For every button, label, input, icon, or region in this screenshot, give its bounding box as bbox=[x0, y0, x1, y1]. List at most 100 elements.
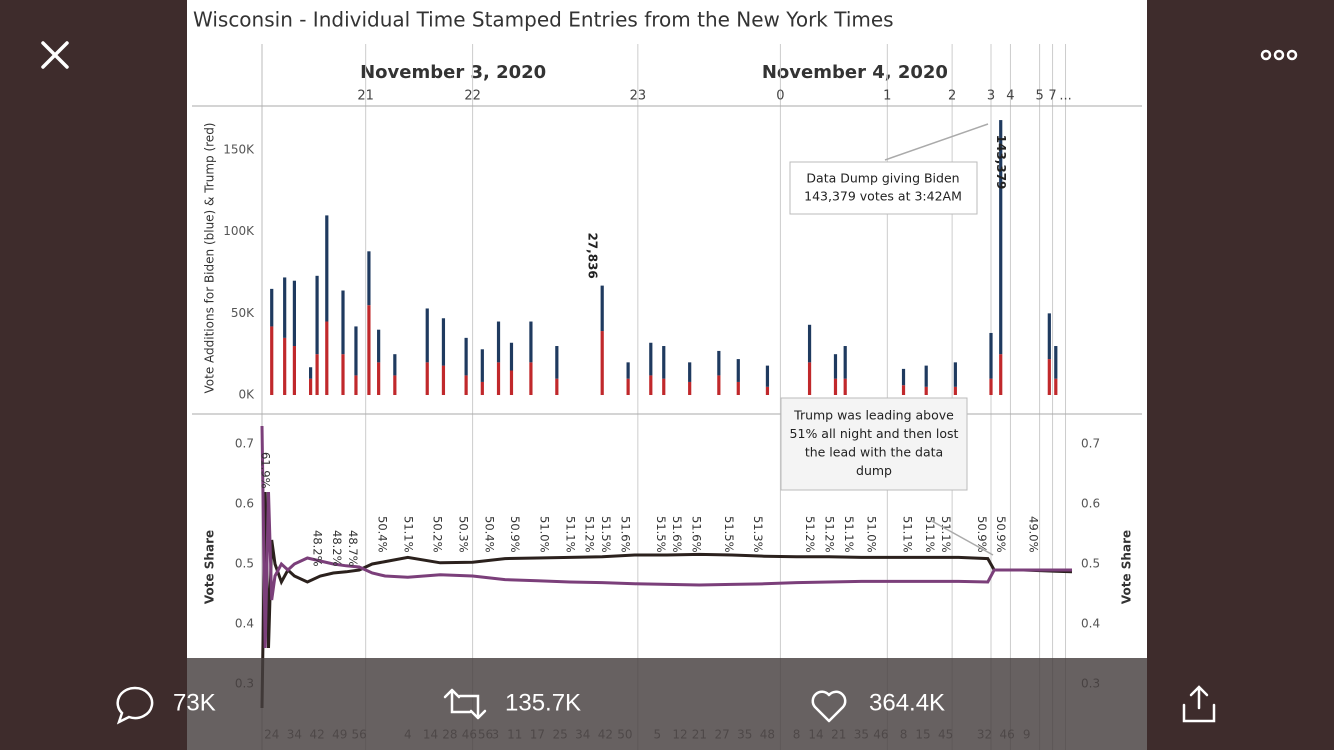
more-button[interactable] bbox=[1260, 49, 1298, 61]
y-tick-label: 0K bbox=[238, 388, 255, 402]
annotation-box bbox=[789, 161, 978, 215]
like-count: 364.4K bbox=[869, 689, 945, 716]
bar-segment bbox=[377, 329, 381, 363]
bar-segment bbox=[464, 375, 468, 396]
y-axis-label: Vote Share bbox=[203, 530, 217, 604]
bar-segment bbox=[354, 375, 358, 396]
share-line bbox=[260, 491, 1073, 709]
bar-segment bbox=[441, 318, 446, 366]
share-label: 50.4% bbox=[482, 516, 496, 553]
share-label: 48.7% bbox=[346, 530, 360, 567]
bar-segment bbox=[464, 337, 468, 376]
share-label: 51.1% bbox=[401, 516, 415, 553]
annotation-text: 143,379 votes at 3:42AM bbox=[804, 189, 962, 204]
share-label: 50.9% bbox=[994, 516, 1008, 553]
reply-button[interactable]: 73K bbox=[116, 686, 216, 725]
bar-segment bbox=[377, 362, 381, 396]
x-tick-label: 7 bbox=[1048, 89, 1056, 104]
share-label: 50.9% bbox=[508, 516, 522, 553]
bar-segment bbox=[292, 280, 296, 347]
y2-tick-label: 0.7 bbox=[1081, 437, 1100, 451]
bar-segment bbox=[367, 305, 371, 396]
bar-segment bbox=[509, 370, 514, 396]
x-tick-label: 23 bbox=[630, 89, 647, 104]
image bbox=[187, 0, 1147, 750]
share-label: 51.3% bbox=[751, 516, 765, 553]
share-button[interactable] bbox=[1182, 685, 1216, 723]
share-label: 51.5% bbox=[722, 516, 736, 553]
y-tick-label: 0.6 bbox=[235, 497, 254, 511]
share-label: 51.6% bbox=[618, 516, 632, 553]
y-tick-label: 50K bbox=[231, 306, 255, 320]
y2-axis-label: Vote Share bbox=[1120, 530, 1134, 604]
share-label: 51.1% bbox=[842, 516, 856, 553]
bar-segment bbox=[1047, 313, 1051, 360]
bar-segment bbox=[270, 326, 274, 396]
bar-segment bbox=[509, 342, 514, 371]
bar-segment bbox=[662, 346, 666, 379]
x-tick-label: 5 bbox=[1035, 89, 1043, 104]
data-label: 143,379 bbox=[994, 135, 1008, 190]
share-label: 51.0% bbox=[537, 516, 551, 553]
share-line bbox=[260, 425, 1072, 649]
bar-segment bbox=[529, 362, 533, 396]
bar-segment bbox=[843, 346, 847, 379]
bar-segment bbox=[600, 331, 604, 396]
close-button[interactable] bbox=[41, 41, 69, 69]
bar-segment bbox=[924, 365, 928, 387]
y2-tick-label: 0.5 bbox=[1081, 557, 1100, 571]
bar-segment bbox=[425, 308, 429, 363]
share-label: 51.5% bbox=[599, 516, 613, 553]
bar-segment bbox=[688, 381, 692, 396]
x-tick-label: 0 bbox=[776, 89, 784, 104]
bar-segment bbox=[953, 362, 957, 387]
bar-segment bbox=[309, 378, 313, 396]
bar-segment bbox=[662, 378, 666, 396]
share-label: 51.1% bbox=[923, 516, 937, 553]
bar-segment bbox=[999, 354, 1003, 396]
bar-segment bbox=[717, 350, 721, 376]
x-tick-label: 2 bbox=[948, 89, 956, 104]
x-tick-label: ... bbox=[1059, 89, 1071, 104]
y2-tick-label: 0.4 bbox=[1081, 617, 1100, 631]
bar-segment bbox=[999, 120, 1003, 355]
bar-segment bbox=[626, 378, 630, 396]
share-label: 61.9% bbox=[259, 452, 273, 489]
bar-segment bbox=[283, 337, 287, 396]
bar-segment bbox=[807, 362, 812, 396]
like-button[interactable]: 364.4K bbox=[811, 689, 945, 723]
bar-segment bbox=[341, 290, 345, 355]
bar-segment bbox=[953, 386, 957, 396]
bar-segment bbox=[354, 326, 358, 376]
share-label: 51.1% bbox=[900, 516, 914, 553]
bar-segment bbox=[649, 342, 653, 376]
bar-segment bbox=[843, 378, 847, 396]
annotation-box bbox=[780, 397, 968, 491]
y-tick-label: 0.5 bbox=[235, 557, 254, 571]
bar-segment bbox=[901, 385, 906, 396]
share-label: 48.2% bbox=[311, 530, 325, 567]
y-tick-label: 100K bbox=[223, 224, 255, 238]
bar-segment bbox=[496, 362, 501, 396]
annotation-text: Trump was leading above bbox=[793, 408, 954, 423]
share-label: 51.1% bbox=[563, 516, 577, 553]
share-label: 50.9% bbox=[975, 516, 989, 553]
retweet-button[interactable]: 135.7K bbox=[443, 688, 581, 720]
retweet-count: 135.7K bbox=[505, 689, 581, 716]
x-tick-label: 1 bbox=[883, 89, 891, 104]
y2-tick-label: 0.6 bbox=[1081, 497, 1100, 511]
bar-segment bbox=[924, 386, 928, 396]
share-label: 49.0% bbox=[1027, 516, 1041, 553]
bar-segment bbox=[736, 381, 740, 396]
bar-segment bbox=[425, 362, 429, 396]
date-label: November 4, 2020 bbox=[762, 62, 948, 83]
bar-segment bbox=[529, 321, 533, 363]
x-tick-label: 22 bbox=[464, 89, 481, 104]
bar-segment bbox=[765, 386, 770, 396]
bar-segment bbox=[393, 375, 397, 396]
bar-segment bbox=[833, 354, 838, 379]
annotation-text: 51% all night and then lost bbox=[790, 426, 959, 441]
bar-segment bbox=[325, 321, 329, 396]
